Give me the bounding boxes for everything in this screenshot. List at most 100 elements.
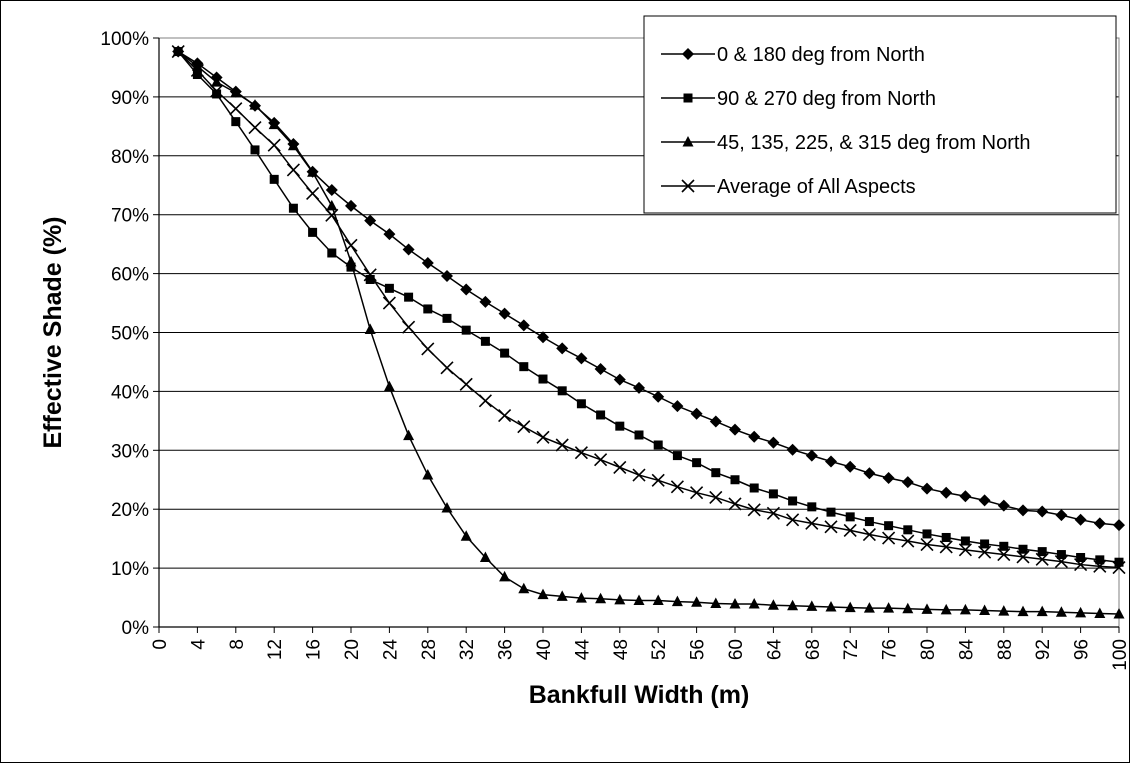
data-point bbox=[939, 540, 953, 554]
legend-label: 90 & 270 deg from North bbox=[717, 88, 936, 110]
data-point bbox=[404, 292, 414, 302]
data-point bbox=[882, 531, 896, 545]
data-point bbox=[1036, 505, 1049, 518]
data-point bbox=[806, 600, 818, 611]
data-point bbox=[478, 394, 492, 408]
x-tick-label: 16 bbox=[304, 639, 325, 660]
y-tick-label: 10% bbox=[111, 559, 149, 580]
data-point bbox=[960, 536, 970, 546]
data-point bbox=[308, 227, 318, 237]
data-point bbox=[536, 430, 550, 444]
data-point bbox=[1054, 555, 1068, 569]
data-point bbox=[1093, 517, 1106, 530]
data-point bbox=[672, 451, 682, 461]
x-tick-label: 24 bbox=[380, 639, 401, 661]
x-tick-label: 72 bbox=[841, 639, 862, 660]
data-point bbox=[1055, 606, 1067, 617]
data-point bbox=[614, 593, 626, 605]
data-point bbox=[692, 458, 702, 468]
data-point bbox=[883, 602, 895, 613]
x-tick-label: 100 bbox=[1110, 639, 1130, 671]
data-point bbox=[941, 532, 951, 542]
data-point bbox=[805, 516, 819, 530]
x-tick-label: 44 bbox=[572, 639, 593, 661]
data-point bbox=[998, 605, 1010, 616]
data-point bbox=[922, 529, 932, 539]
data-point bbox=[498, 408, 512, 423]
data-point bbox=[958, 543, 972, 557]
data-point bbox=[862, 527, 876, 542]
legend-box bbox=[643, 15, 1117, 214]
data-point bbox=[442, 313, 452, 323]
data-point bbox=[212, 89, 222, 99]
data-point bbox=[594, 453, 608, 467]
series-line bbox=[177, 50, 1120, 615]
y-tick-label: 100% bbox=[100, 29, 149, 50]
data-point bbox=[519, 362, 529, 372]
data-point bbox=[288, 203, 298, 213]
data-point bbox=[786, 513, 800, 527]
data-point bbox=[1095, 555, 1105, 565]
data-point bbox=[682, 48, 694, 60]
data-point bbox=[1113, 608, 1125, 619]
legend-label: 0 & 180 deg from North bbox=[717, 44, 925, 66]
y-tick-label: 60% bbox=[111, 265, 149, 286]
data-point bbox=[326, 199, 338, 211]
data-point bbox=[1113, 519, 1125, 532]
data-point bbox=[788, 496, 798, 506]
data-point bbox=[231, 117, 241, 127]
data-point bbox=[940, 486, 953, 499]
data-point bbox=[634, 430, 644, 440]
data-point bbox=[441, 502, 453, 513]
data-point bbox=[903, 525, 913, 535]
data-point bbox=[459, 377, 473, 391]
y-tick-label: 20% bbox=[111, 500, 149, 521]
x-tick-label: 80 bbox=[918, 639, 939, 660]
data-point bbox=[690, 407, 703, 420]
data-point bbox=[403, 429, 415, 441]
data-point bbox=[767, 436, 780, 449]
x-tick-label: 56 bbox=[688, 639, 709, 660]
data-point bbox=[306, 186, 320, 201]
data-point bbox=[1112, 560, 1126, 575]
data-point bbox=[920, 537, 934, 552]
data-point bbox=[402, 243, 415, 256]
data-point bbox=[461, 325, 471, 335]
data-point bbox=[671, 595, 683, 607]
data-point bbox=[683, 93, 693, 103]
data-point bbox=[248, 120, 262, 135]
data-point bbox=[327, 248, 337, 258]
data-point bbox=[1018, 544, 1028, 554]
data-point bbox=[1074, 513, 1087, 526]
data-point bbox=[365, 274, 375, 284]
data-point bbox=[863, 602, 875, 613]
series-x bbox=[171, 44, 1126, 575]
data-point bbox=[844, 601, 856, 613]
x-tick-label: 28 bbox=[419, 639, 440, 660]
data-point bbox=[729, 423, 741, 436]
data-point bbox=[382, 296, 396, 310]
data-point bbox=[1016, 550, 1030, 564]
data-point bbox=[596, 410, 606, 420]
data-point bbox=[730, 475, 740, 485]
data-point bbox=[268, 118, 280, 130]
x-tick-label: 60 bbox=[726, 639, 747, 660]
data-point bbox=[1035, 552, 1049, 566]
data-point bbox=[651, 473, 665, 487]
data-point bbox=[555, 438, 569, 452]
data-point bbox=[921, 603, 933, 614]
data-point bbox=[345, 255, 357, 267]
data-point bbox=[346, 262, 356, 272]
data-point bbox=[249, 99, 261, 110]
data-point bbox=[980, 539, 990, 549]
data-point bbox=[384, 283, 394, 293]
data-point bbox=[230, 86, 242, 98]
data-point bbox=[711, 468, 721, 478]
x-tick-label: 96 bbox=[1072, 639, 1093, 660]
data-point bbox=[709, 490, 723, 504]
data-point bbox=[997, 499, 1010, 512]
data-point bbox=[613, 460, 627, 474]
data-point bbox=[1017, 504, 1029, 517]
data-point bbox=[229, 102, 243, 116]
data-point bbox=[422, 469, 434, 480]
